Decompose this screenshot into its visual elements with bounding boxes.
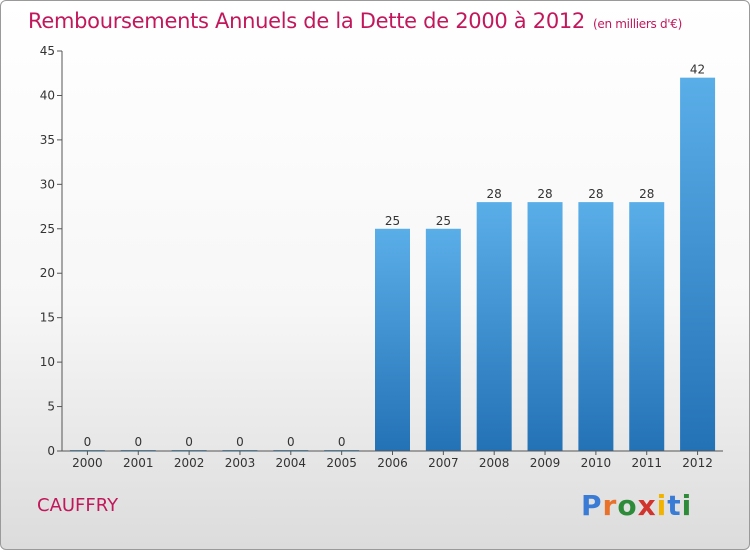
bar: [425, 228, 461, 451]
bar: [375, 228, 410, 451]
bar-value-label: 28: [537, 187, 552, 201]
y-tick-label: 15: [40, 311, 55, 325]
x-tick-label: 2000: [72, 456, 103, 470]
bar-value-label: 25: [436, 214, 451, 228]
y-tick-label: 5: [47, 400, 55, 414]
x-tick-label: 2003: [225, 456, 256, 470]
bars: 0 0 0 0 0 0 25 25 28 28 28 28 42: [69, 63, 716, 452]
bar-value-label: 28: [487, 187, 502, 201]
y-tick-label: 10: [40, 355, 55, 369]
x-tick-label: 2002: [174, 456, 205, 470]
x-axis: 2000 2001 2002 2003 2004 2005 2006 2007 2008 2009…: [62, 450, 723, 470]
x-tick-label: 2012: [682, 456, 713, 470]
bar-value-label: 28: [588, 187, 603, 201]
logo-letter: x: [637, 489, 657, 522]
logo-letter: t: [667, 489, 682, 522]
y-axis: 0 5 10 15 20 25 30 35 40 45: [40, 44, 63, 458]
x-tick-label: 2011: [631, 456, 662, 470]
y-tick-label: 30: [40, 177, 55, 191]
x-tick-label: 2008: [479, 456, 510, 470]
bar: [629, 202, 665, 451]
x-tick-label: 2005: [326, 456, 357, 470]
chart-title-text: Remboursements Annuels de la Dette de 20…: [28, 9, 585, 33]
logo-letter: P: [581, 489, 603, 522]
logo-letter: o: [617, 489, 638, 522]
bar-value-label: 0: [236, 435, 244, 449]
chart-unit: (en milliers d'€): [593, 17, 683, 31]
y-tick-label: 0: [47, 444, 55, 458]
x-tick-label: 2006: [377, 456, 408, 470]
y-tick-label: 20: [40, 266, 55, 280]
bar-value-label: 0: [287, 435, 295, 449]
bar: [476, 202, 512, 451]
bar-value-label: 28: [639, 187, 654, 201]
logo-letter: r: [602, 489, 618, 522]
bar: [527, 202, 563, 451]
bar-value-label: 25: [385, 214, 400, 228]
y-tick-label: 35: [40, 133, 55, 147]
bar-value-label: 0: [338, 435, 346, 449]
logo-letter: i: [681, 489, 693, 522]
x-tick-label: 2001: [123, 456, 154, 470]
bar-value-label: 0: [134, 435, 142, 449]
y-tick-label: 25: [40, 222, 55, 236]
x-tick-label: 2007: [428, 456, 459, 470]
x-tick-label: 2004: [276, 456, 307, 470]
bar: [680, 77, 716, 452]
bar-value-label: 0: [84, 435, 92, 449]
logo-letter: i: [656, 489, 668, 522]
commune-name: CAUFFRY: [37, 495, 119, 516]
proxiti-logo: Proxiti: [581, 489, 692, 522]
chart-title: Remboursements Annuels de la Dette de 20…: [28, 9, 682, 33]
x-tick-label: 2010: [581, 456, 612, 470]
x-tick-label: 2009: [530, 456, 561, 470]
bar-value-label: 0: [185, 435, 193, 449]
y-tick-label: 45: [40, 44, 55, 58]
bar: [578, 202, 614, 451]
bar-value-label: 42: [690, 63, 705, 77]
y-tick-label: 40: [40, 88, 55, 102]
